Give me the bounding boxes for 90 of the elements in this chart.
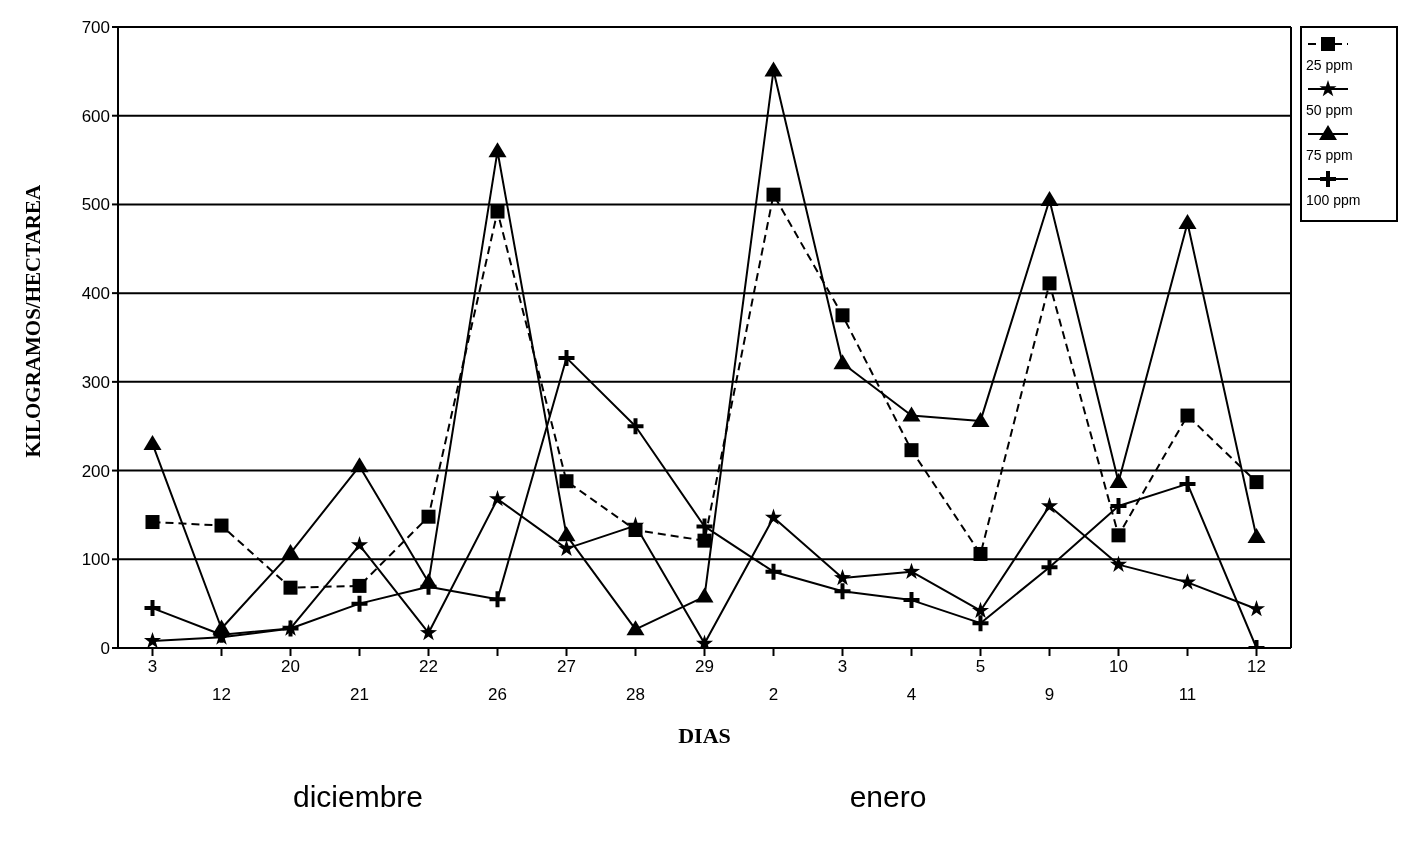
- y-tick-label: 0: [100, 639, 110, 659]
- point: [902, 406, 921, 422]
- point: [832, 581, 853, 602]
- y-tick-label: 500: [81, 195, 110, 215]
- point: [490, 204, 505, 219]
- x-tick-label: 2: [768, 685, 779, 704]
- point: [349, 593, 370, 614]
- point: [145, 515, 160, 530]
- point: [835, 308, 850, 323]
- legend-label: 50 ppm: [1306, 102, 1354, 118]
- point: [214, 518, 229, 533]
- text: enero: [849, 780, 927, 814]
- x-tick-label: 29: [695, 657, 714, 676]
- y-tick-label: 600: [81, 106, 110, 126]
- x-tick-label: 4: [906, 685, 917, 704]
- point: [971, 601, 990, 619]
- point: [1249, 475, 1264, 490]
- point: [902, 562, 921, 579]
- point: [556, 347, 577, 368]
- legend-label: 25 ppm: [1306, 57, 1354, 73]
- x-tick-label: 10: [1109, 657, 1128, 676]
- x-axis-title: DIAS: [678, 723, 731, 748]
- point: [487, 589, 508, 610]
- x-tick-label: 27: [557, 657, 576, 676]
- x-tick-label: 12: [1247, 657, 1266, 676]
- y-tick-label: 400: [81, 284, 110, 304]
- x-tick-label: 3: [837, 657, 848, 676]
- y-tick-label: 100: [81, 550, 110, 570]
- point: [488, 142, 507, 158]
- point: [1042, 276, 1057, 291]
- point: [1108, 496, 1129, 517]
- x-tick-label: 26: [488, 685, 507, 704]
- x-tick-label: 21: [350, 685, 369, 704]
- point: [352, 578, 367, 593]
- point: [1039, 557, 1060, 578]
- point: [694, 516, 715, 537]
- point: [1040, 190, 1059, 206]
- point: [488, 489, 507, 507]
- point: [1040, 497, 1059, 514]
- y-tick-label: 700: [81, 18, 110, 38]
- point: [1109, 473, 1128, 489]
- x-tick-label: 12: [212, 685, 231, 704]
- point: [421, 509, 436, 524]
- point: [143, 434, 162, 450]
- x-tick-label: 3: [147, 657, 158, 676]
- y-tick-label: 300: [81, 372, 110, 392]
- point: [281, 544, 300, 560]
- point: [1177, 473, 1198, 494]
- point: [142, 598, 163, 619]
- point: [1111, 528, 1126, 543]
- point: [970, 613, 991, 634]
- point: [350, 457, 369, 473]
- legend-label: 100 ppm: [1306, 192, 1362, 208]
- point: [1247, 599, 1266, 617]
- x-tick-label: 20: [281, 657, 300, 676]
- point: [904, 443, 919, 458]
- point: [1178, 573, 1197, 590]
- point: [764, 508, 783, 525]
- point: [833, 354, 852, 370]
- x-tick-label: 9: [1044, 685, 1055, 704]
- point: [143, 631, 162, 648]
- point: [283, 580, 298, 595]
- point: [833, 568, 852, 586]
- point: [695, 587, 714, 603]
- x-tick-label: 22: [419, 657, 438, 676]
- point: [971, 411, 990, 427]
- point: [559, 474, 574, 489]
- point: [1178, 214, 1197, 230]
- point: [901, 590, 922, 611]
- point: [1180, 408, 1195, 423]
- point: [1247, 528, 1266, 544]
- point: [626, 620, 645, 636]
- x-tick-label: 11: [1178, 685, 1197, 704]
- point: [557, 526, 576, 542]
- point: [350, 536, 369, 553]
- point: [625, 416, 646, 437]
- point: [973, 546, 988, 561]
- point: [763, 561, 784, 582]
- text: diciembre: [292, 780, 424, 814]
- point: [1109, 555, 1128, 572]
- point: [764, 61, 783, 77]
- point: [697, 533, 712, 548]
- x-tick-label: 5: [975, 657, 986, 676]
- point: [766, 187, 781, 202]
- x-tick-label: 28: [626, 685, 645, 704]
- y-axis-title: KILOGRAMOS/HECTAREA: [21, 184, 46, 458]
- point: [419, 623, 438, 641]
- point: [557, 539, 576, 556]
- y-tick-label: 200: [81, 461, 110, 481]
- legend-label: 75 ppm: [1306, 147, 1354, 163]
